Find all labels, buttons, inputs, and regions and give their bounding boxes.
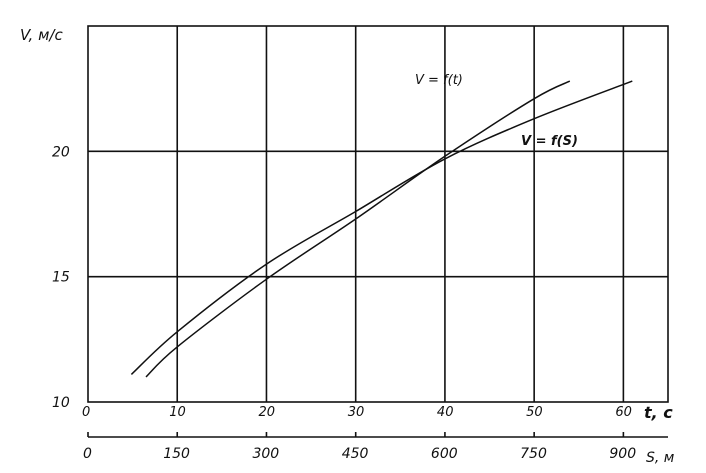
s-tick-label: 300 (252, 446, 279, 462)
series-label-vs: V = f(S) (521, 134, 578, 149)
s-axis-title: S, м (646, 450, 675, 466)
y-axis-title: V, м/с (20, 26, 63, 44)
y-tick-label: 15 (52, 270, 70, 286)
y-tick-label: 20 (52, 144, 70, 160)
s-tick-label: 600 (431, 446, 458, 462)
series-line-vs (130, 80, 633, 375)
s-tick-label: 150 (163, 446, 190, 462)
series-line-vt (145, 80, 571, 378)
t-tick-label: 10 (169, 405, 186, 420)
s-tick-label: 450 (342, 446, 369, 462)
grid-layer (87, 25, 669, 438)
curve-labels: V = f(t) V = f(S) (415, 73, 578, 149)
t-tick-label: 40 (437, 405, 454, 420)
series-label-vt: V = f(t) (415, 73, 463, 88)
s-tick-label: 0 (83, 446, 92, 462)
t-tick-label: 50 (526, 405, 543, 420)
s-tick-label: 900 (609, 446, 636, 462)
t-axis-title: t, c (644, 403, 673, 422)
t-tick-label: 30 (348, 405, 365, 420)
y-tick-label: 10 (52, 395, 70, 411)
plot-frame (87, 25, 669, 403)
t-tick-label: 20 (258, 405, 275, 420)
t-tick-label: 0 (82, 405, 90, 420)
curve-layer (130, 80, 633, 378)
t-tick-label: 60 (615, 405, 632, 420)
axis-labels: V, м/с t, c S, м (20, 26, 675, 466)
s-tick-label: 750 (520, 446, 547, 462)
